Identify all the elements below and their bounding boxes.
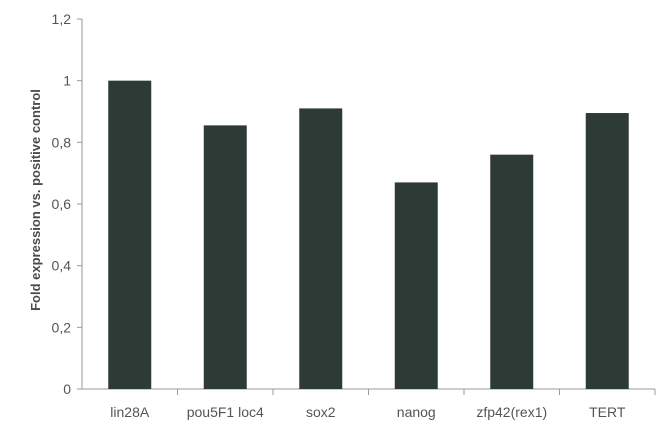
x-tick-label: zfp42(rex1) [476,404,547,420]
bar [299,108,343,390]
y-tick-label: 0,6 [52,196,72,212]
y-tick-label: 1,2 [52,11,72,27]
y-tick-label: 0 [63,381,71,397]
y-tick-label: 0,8 [52,134,72,150]
y-axis-title-group: Fold expression vs. positive control [28,89,43,311]
bar [490,154,534,389]
x-tick-label: TERT [589,404,626,420]
x-tick-label: lin28A [110,404,150,420]
x-tick-label: nanog [397,404,436,420]
x-tick-label: pou5F1 loc4 [187,404,264,420]
bar [585,113,629,390]
x-tick-labels: lin28A pou5F1 loc4 sox2 nanog zfp42(rex1) TER… [110,404,626,420]
y-tick-label: 1 [63,73,71,89]
y-tick-label: 0,4 [52,258,72,274]
axes [81,19,656,395]
y-axis-title: Fold expression vs. positive control [28,89,43,311]
y-tick-labels: 0 0,2 0,4 0,6 0,8 1 1,2 [52,11,82,397]
x-tick-label: sox2 [306,404,336,420]
bar [394,182,438,389]
bar [203,125,247,389]
bars [108,80,629,390]
y-tick-label: 0,2 [52,319,72,335]
bar [108,80,152,390]
